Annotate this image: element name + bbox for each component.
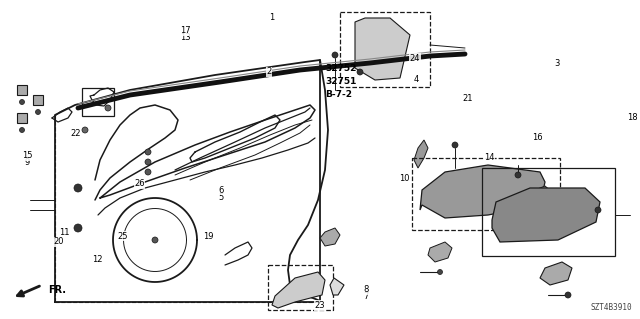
Text: 10: 10	[399, 174, 410, 183]
Text: FR.: FR.	[48, 285, 66, 295]
Text: 2: 2	[266, 67, 271, 76]
Bar	[482, 168, 615, 256]
Text: 21: 21	[462, 94, 472, 103]
Text: 23: 23	[315, 301, 325, 310]
Polygon shape	[420, 165, 545, 218]
Text: 24: 24	[410, 54, 420, 63]
Polygon shape	[540, 262, 572, 285]
Circle shape	[565, 292, 571, 298]
Circle shape	[145, 159, 151, 165]
Text: 25: 25	[118, 232, 128, 241]
Text: 17: 17	[180, 26, 191, 35]
Circle shape	[74, 224, 82, 232]
Text: 26: 26	[134, 179, 145, 188]
Polygon shape	[330, 278, 344, 295]
Circle shape	[145, 149, 151, 155]
Text: 1: 1	[269, 13, 275, 22]
Polygon shape	[272, 272, 325, 308]
Text: 15: 15	[22, 151, 32, 160]
Circle shape	[74, 184, 82, 192]
Polygon shape	[320, 228, 340, 246]
Text: 7: 7	[364, 292, 369, 301]
Bar	[340, 12, 430, 87]
Text: 9: 9	[24, 158, 29, 167]
Circle shape	[105, 105, 111, 111]
Circle shape	[82, 127, 88, 133]
Polygon shape	[492, 188, 600, 242]
Circle shape	[595, 207, 601, 213]
Polygon shape	[428, 242, 452, 262]
Circle shape	[19, 100, 24, 105]
Bar	[412, 158, 560, 230]
Circle shape	[357, 69, 363, 75]
Text: 32751: 32751	[325, 77, 356, 86]
Text: 19: 19	[203, 232, 213, 241]
Bar	[17, 113, 27, 123]
Text: 16: 16	[532, 133, 543, 142]
Circle shape	[35, 109, 40, 115]
Polygon shape	[414, 140, 428, 168]
Circle shape	[438, 270, 442, 275]
Circle shape	[452, 142, 458, 148]
Text: 12: 12	[92, 255, 102, 263]
Circle shape	[145, 169, 151, 175]
Polygon shape	[535, 186, 552, 200]
Text: 32752: 32752	[325, 64, 356, 73]
Circle shape	[152, 237, 158, 243]
Text: SZT4B3910: SZT4B3910	[590, 302, 632, 311]
Bar	[33, 95, 43, 105]
Text: 20: 20	[54, 237, 64, 246]
Text: 18: 18	[627, 113, 637, 122]
Text: 4: 4	[413, 75, 419, 84]
Polygon shape	[355, 18, 410, 80]
Text: B-7-2: B-7-2	[325, 90, 352, 99]
Bar	[268, 265, 333, 310]
Text: 8: 8	[364, 285, 369, 294]
Text: 22: 22	[70, 129, 81, 138]
Circle shape	[19, 128, 24, 132]
Text: 5: 5	[218, 193, 223, 202]
Text: 3: 3	[554, 59, 559, 68]
Circle shape	[515, 172, 521, 178]
Text: 14: 14	[484, 153, 494, 162]
Bar	[82, 88, 114, 116]
Bar	[17, 85, 27, 95]
Text: 11: 11	[59, 228, 69, 237]
Text: 13: 13	[180, 33, 191, 42]
Text: 6: 6	[218, 186, 223, 195]
Circle shape	[332, 52, 338, 58]
